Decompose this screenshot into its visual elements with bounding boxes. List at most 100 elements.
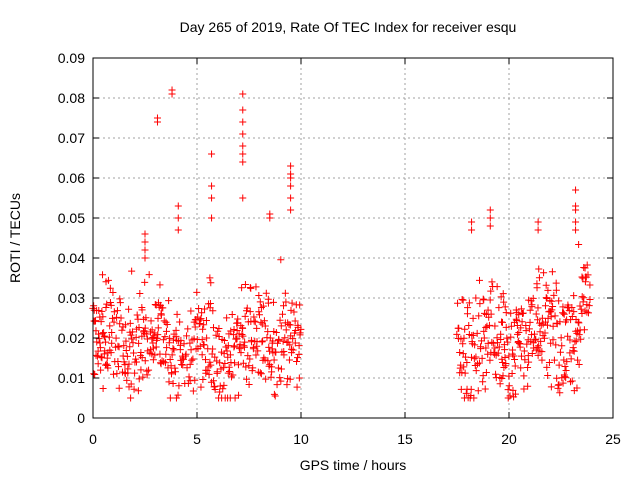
data-point bbox=[94, 347, 102, 355]
data-point bbox=[550, 356, 558, 364]
data-point bbox=[572, 337, 580, 345]
data-point bbox=[289, 346, 297, 354]
data-point bbox=[262, 289, 270, 297]
data-point bbox=[107, 349, 115, 357]
data-point bbox=[133, 358, 141, 366]
data-point bbox=[492, 370, 500, 378]
data-point bbox=[291, 339, 299, 347]
data-point bbox=[493, 339, 501, 347]
data-point bbox=[90, 370, 98, 378]
data-point bbox=[239, 90, 247, 98]
data-point bbox=[197, 315, 205, 323]
data-point bbox=[526, 306, 534, 314]
data-point bbox=[581, 278, 589, 286]
data-point bbox=[486, 222, 494, 230]
data-point bbox=[168, 351, 176, 359]
data-point bbox=[207, 361, 215, 369]
data-point bbox=[502, 360, 510, 368]
data-point bbox=[515, 311, 523, 319]
x-tick-label: 25 bbox=[605, 431, 621, 447]
data-point bbox=[241, 280, 249, 288]
data-point bbox=[183, 332, 191, 340]
data-point bbox=[260, 317, 268, 325]
data-point bbox=[115, 343, 123, 351]
data-point bbox=[174, 391, 182, 399]
data-point bbox=[152, 343, 160, 351]
data-point bbox=[573, 384, 581, 392]
data-point bbox=[548, 268, 556, 276]
data-point bbox=[534, 226, 542, 234]
data-point bbox=[280, 302, 288, 310]
data-point bbox=[537, 337, 545, 345]
data-point bbox=[495, 304, 503, 312]
data-point bbox=[118, 326, 126, 334]
data-point bbox=[220, 381, 228, 389]
data-point bbox=[287, 206, 295, 214]
data-point bbox=[108, 314, 116, 322]
data-point bbox=[224, 369, 232, 377]
data-point bbox=[208, 150, 216, 158]
data-point bbox=[171, 368, 179, 376]
data-point bbox=[189, 387, 197, 395]
data-point bbox=[270, 356, 278, 364]
data-point bbox=[504, 338, 512, 346]
y-axis-label: ROTI / TECUs bbox=[7, 193, 23, 283]
data-point bbox=[287, 162, 295, 170]
data-point bbox=[294, 354, 302, 362]
data-point bbox=[200, 341, 208, 349]
data-point bbox=[518, 318, 526, 326]
data-point bbox=[511, 390, 519, 398]
data-point bbox=[128, 267, 136, 275]
data-point bbox=[555, 381, 563, 389]
data-point bbox=[482, 368, 490, 376]
data-point bbox=[157, 311, 165, 319]
data-point bbox=[275, 335, 283, 343]
data-point bbox=[469, 331, 477, 339]
data-point bbox=[97, 318, 105, 326]
data-point bbox=[569, 347, 577, 355]
data-point bbox=[198, 336, 206, 344]
data-point bbox=[577, 335, 585, 343]
data-point bbox=[285, 320, 293, 328]
data-point bbox=[555, 297, 563, 305]
data-point bbox=[497, 335, 505, 343]
x-axis-tick-labels: 0 5 10 15 20 25 bbox=[89, 431, 621, 447]
data-point bbox=[153, 334, 161, 342]
data-point bbox=[255, 292, 263, 300]
data-point bbox=[521, 356, 529, 364]
y-tick-label: 0.01 bbox=[58, 370, 85, 386]
data-point bbox=[500, 363, 508, 371]
data-point bbox=[206, 274, 214, 282]
data-point bbox=[162, 359, 170, 367]
data-point bbox=[209, 377, 217, 385]
data-point bbox=[226, 368, 234, 376]
data-point bbox=[472, 353, 480, 361]
data-point bbox=[534, 351, 542, 359]
data-point bbox=[493, 283, 501, 291]
data-point bbox=[135, 339, 143, 347]
data-point bbox=[528, 303, 536, 311]
data-point bbox=[239, 194, 247, 202]
data-point bbox=[145, 271, 153, 279]
data-point bbox=[126, 343, 134, 351]
data-point bbox=[561, 373, 569, 381]
data-point bbox=[211, 353, 219, 361]
data-point bbox=[274, 364, 282, 372]
data-point bbox=[231, 342, 238, 350]
data-point bbox=[239, 130, 247, 138]
data-point bbox=[210, 324, 218, 332]
data-point bbox=[178, 360, 186, 368]
data-point bbox=[541, 329, 549, 337]
data-point bbox=[561, 362, 569, 370]
data-point bbox=[187, 307, 195, 315]
data-point bbox=[472, 294, 480, 302]
data-point bbox=[575, 331, 583, 339]
data-point bbox=[457, 335, 465, 343]
data-point bbox=[586, 281, 594, 289]
data-point bbox=[549, 303, 557, 311]
data-point bbox=[153, 118, 161, 126]
data-point bbox=[490, 350, 498, 358]
data-point bbox=[162, 350, 170, 358]
data-point bbox=[234, 361, 242, 369]
data-point bbox=[281, 289, 289, 297]
